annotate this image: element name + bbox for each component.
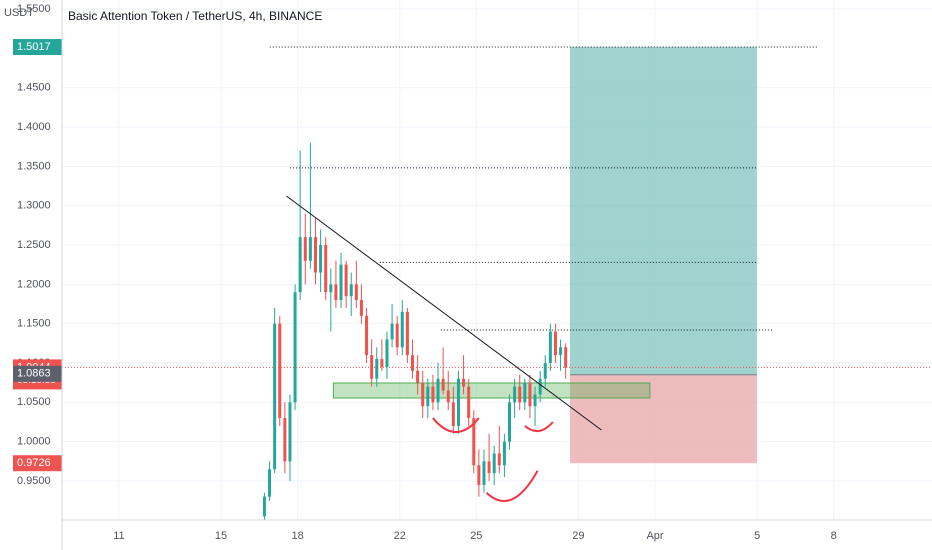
annotation-arc [432, 417, 480, 434]
candle-body [359, 300, 363, 316]
candle-body [416, 370, 420, 383]
candle-body [283, 418, 287, 462]
candle-body [324, 245, 328, 293]
chart-title: Basic Attention Token / TetherUS, 4h, BI… [68, 9, 322, 23]
x-tick-label: 18 [292, 530, 304, 542]
candle-body [375, 359, 379, 379]
candle-body [319, 245, 323, 273]
currency: USDT [4, 7, 34, 19]
candle-body [528, 382, 532, 407]
candle-body [462, 378, 466, 387]
candle-body [523, 382, 527, 403]
candle-body [548, 331, 552, 364]
candle-body [339, 264, 343, 301]
candle-body [492, 453, 496, 474]
candle-body [559, 347, 563, 356]
y-tick-label: 1.3000 [17, 200, 51, 212]
price-label-box [13, 365, 62, 382]
loss-zone [570, 374, 757, 464]
price-label-box [13, 455, 62, 472]
x-tick-label: 22 [394, 530, 406, 542]
candle-body [313, 237, 317, 273]
candle-body [308, 237, 312, 261]
candle-body [329, 284, 333, 293]
candle-body [441, 378, 445, 391]
candle-body [293, 292, 297, 403]
candle-body [538, 378, 542, 395]
candle-body [344, 264, 348, 297]
y-tick-label: 1.5500 [17, 3, 51, 15]
candle-body [288, 402, 292, 462]
y-tick-label: 1.2000 [17, 278, 51, 290]
y-tick-label: 1.0000 [17, 436, 51, 448]
y-tick-label: 1.0500 [17, 396, 51, 408]
plot-area [62, 46, 932, 520]
x-tick-label: 5 [754, 530, 760, 542]
candle-body [268, 469, 272, 497]
candle-body [354, 284, 358, 301]
candle-body [431, 386, 435, 403]
candle-body [456, 378, 460, 426]
candle-body [273, 323, 277, 470]
candle-body [564, 347, 568, 368]
candle-body [390, 323, 394, 340]
candle-body [482, 461, 486, 485]
candle-body [303, 237, 307, 261]
candle-body [533, 394, 537, 407]
candle-body [553, 331, 557, 356]
annotation-arc [485, 470, 539, 502]
candle-body [262, 496, 266, 517]
x-tick-label: 15 [215, 530, 227, 542]
candle-body [380, 359, 384, 367]
candle-body [370, 355, 374, 379]
price-label-box [13, 39, 62, 56]
candle-body [365, 315, 369, 356]
candle-body [426, 386, 430, 407]
y-tick-label: 1.1500 [17, 318, 51, 330]
y-tick-label: 1.4000 [17, 121, 51, 133]
candle-body [400, 311, 404, 348]
candle-body [421, 382, 425, 407]
y-tick-label: 1.3500 [17, 160, 51, 172]
price-label: 1.0863 [17, 368, 51, 380]
candle-body [543, 363, 547, 379]
candle-body [334, 284, 338, 301]
candle-body [518, 386, 522, 403]
price-label: 1.5017 [17, 41, 51, 53]
candle-body [472, 418, 476, 466]
x-tick-label: 11 [113, 530, 124, 542]
support-zone [332, 382, 651, 399]
x-tick-label: 29 [572, 530, 584, 542]
y-tick-label: 1.2500 [17, 239, 51, 251]
trendline [286, 195, 602, 431]
price-label: 0.9726 [17, 457, 51, 469]
candle-body [467, 386, 471, 419]
candle-body [487, 461, 491, 474]
axes: 0.95001.00001.05001.10001.15001.20001.25… [13, 3, 837, 542]
y-tick-label: 1.4500 [17, 82, 51, 94]
annotation-arc [524, 421, 554, 432]
x-tick-label: 8 [831, 530, 837, 542]
candle-body [446, 390, 450, 403]
candle-body [411, 355, 415, 371]
candle-body [502, 441, 506, 466]
profit-zone [570, 47, 757, 375]
x-tick-label: 25 [470, 530, 482, 542]
candle-body [298, 237, 302, 293]
candle-body [477, 465, 481, 485]
candle-body [349, 284, 353, 297]
candle-body [436, 378, 440, 403]
x-tick-label: Apr [646, 530, 663, 542]
candle-body [497, 453, 501, 466]
candle-body [508, 402, 512, 442]
candle-body [385, 339, 389, 367]
candle-body [451, 402, 455, 426]
candle-body [405, 311, 409, 356]
candle-body [278, 323, 282, 419]
candle-body [513, 386, 517, 403]
candle-body [395, 323, 399, 348]
y-tick-label: 0.9500 [17, 475, 51, 487]
